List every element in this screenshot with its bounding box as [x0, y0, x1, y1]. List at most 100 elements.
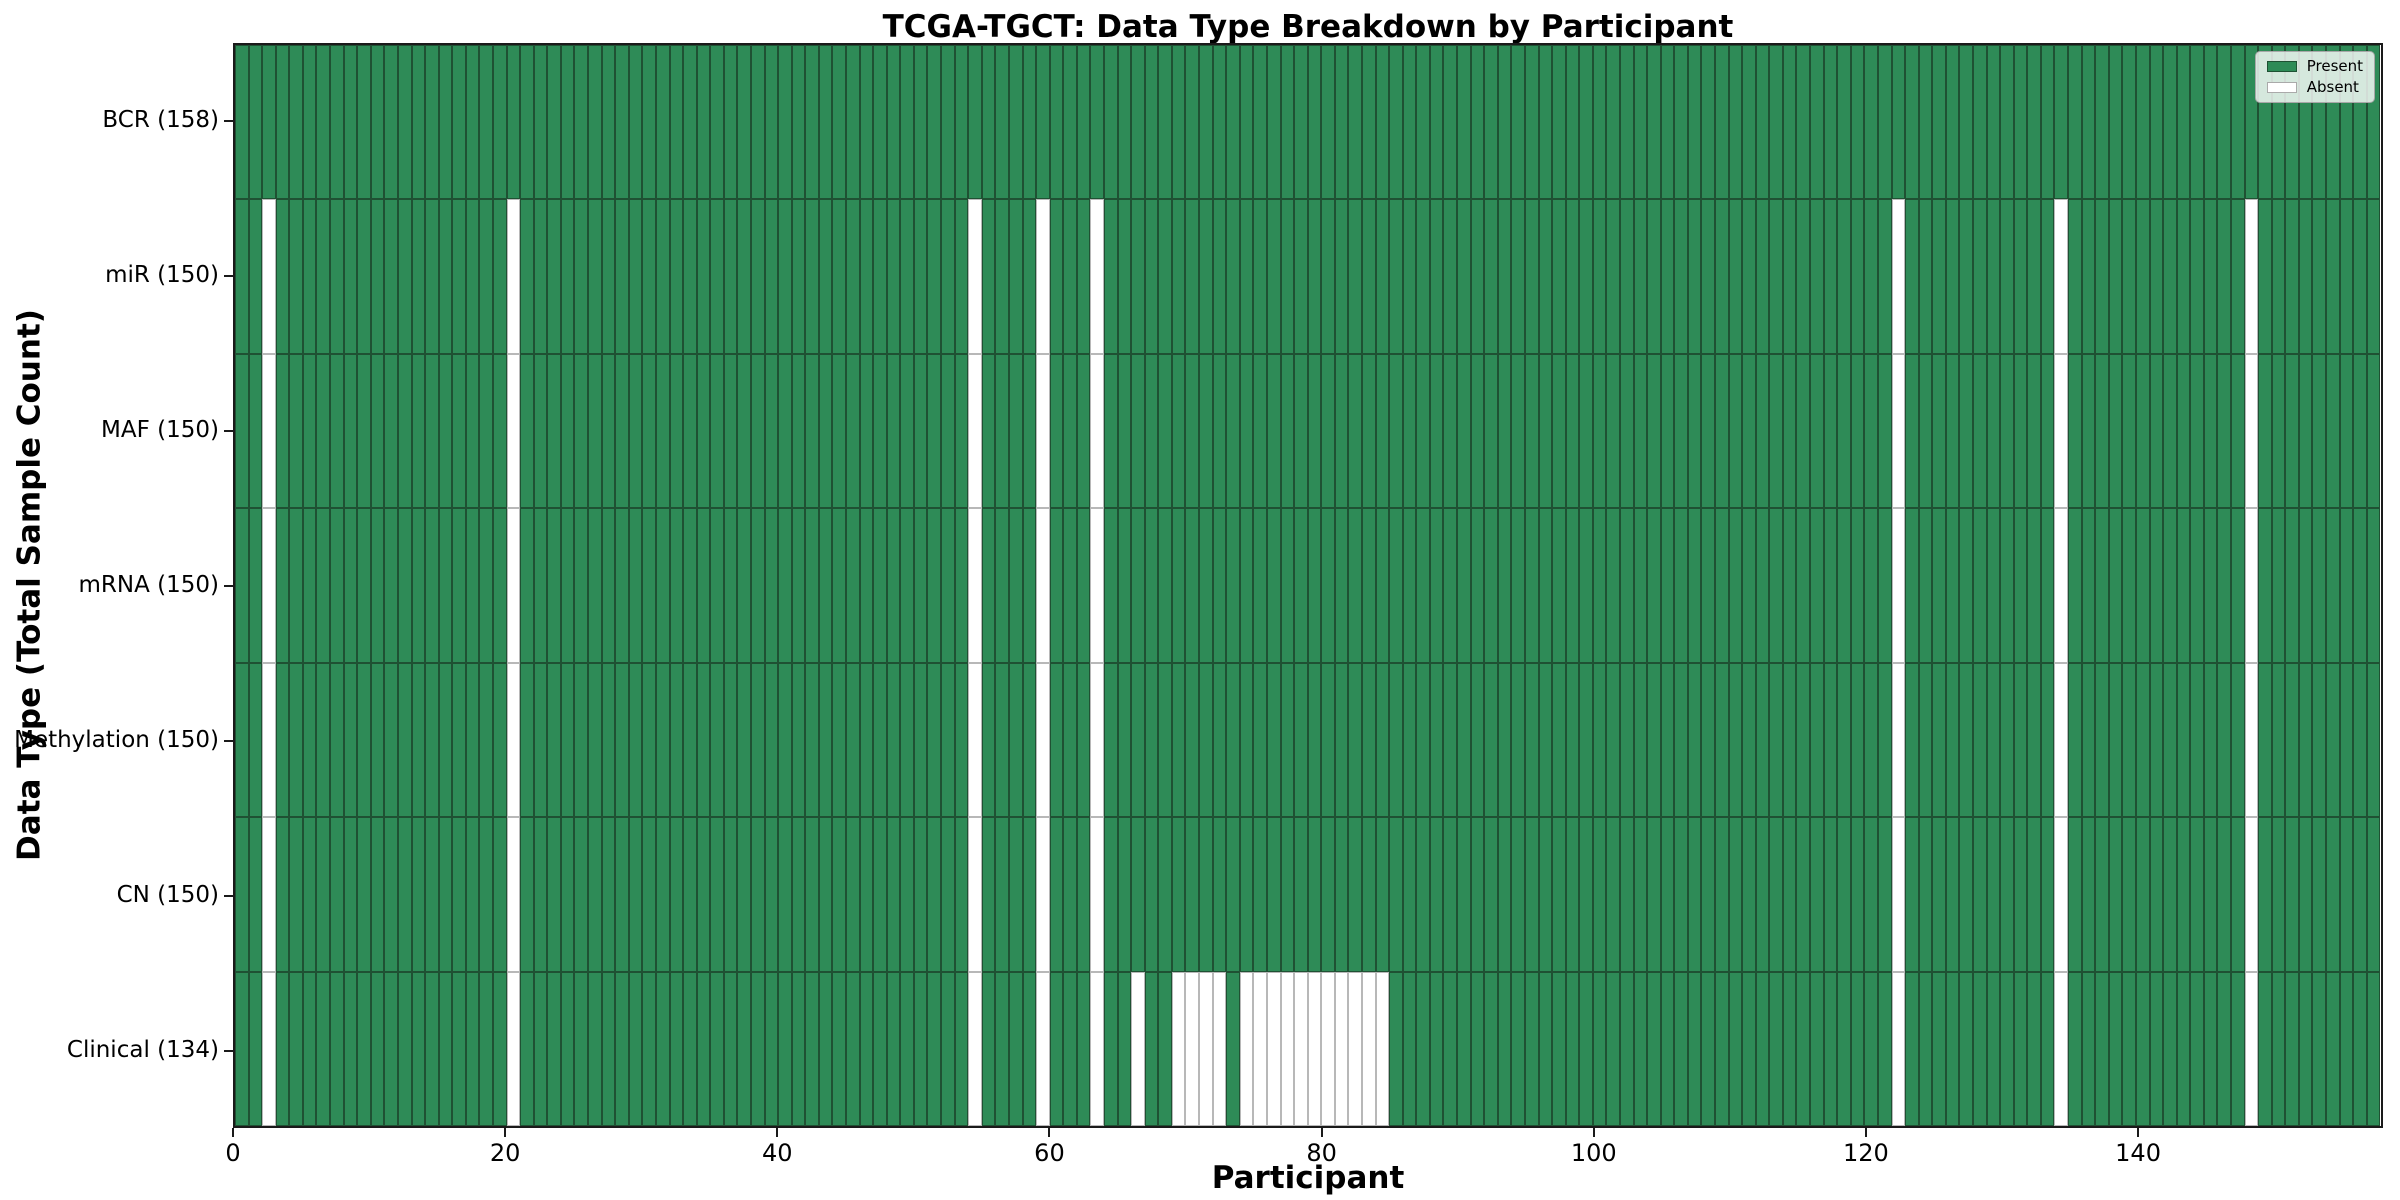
cell-Clinical-140	[2135, 971, 2150, 1126]
cell-Clinical-33	[683, 971, 697, 1126]
cell-BCR-0	[235, 45, 249, 200]
cell-miR-146	[2217, 199, 2231, 354]
cell-BCR-34	[696, 45, 711, 200]
cell-Clinical-130	[2000, 971, 2014, 1126]
cell-Methylation-101	[1606, 662, 1620, 818]
cell-MAF-120	[1864, 353, 1878, 509]
cell-MAF-153	[2312, 353, 2327, 509]
cell-Clinical-30	[642, 971, 656, 1126]
cell-BCR-48	[886, 45, 901, 200]
cell-MAF-70	[1185, 353, 1200, 509]
cell-BCR-35	[710, 45, 724, 200]
cell-miR-16	[452, 199, 466, 354]
cell-Methylation-2	[262, 662, 276, 818]
cell-BCR-108	[1701, 45, 1716, 200]
cell-miR-88	[1429, 199, 1444, 354]
cell-miR-1	[248, 199, 263, 354]
cell-CN-121	[1877, 817, 1892, 972]
cell-CN-156	[2353, 817, 2367, 972]
cell-miR-28	[615, 199, 629, 354]
cell-mRNA-82	[1348, 508, 1362, 663]
cell-BCR-138	[2108, 45, 2123, 200]
cell-Clinical-98	[1565, 971, 1580, 1126]
cell-Clinical-156	[2353, 971, 2367, 1126]
cell-BCR-144	[2190, 45, 2204, 200]
cell-Methylation-105	[1660, 662, 1675, 818]
cell-CN-130	[2000, 817, 2014, 972]
cell-Clinical-128	[1973, 971, 1987, 1126]
cell-mRNA-52	[941, 508, 955, 663]
cell-CN-68	[1158, 817, 1172, 972]
cell-MAF-152	[2298, 353, 2313, 509]
cell-Clinical-93	[1497, 971, 1512, 1126]
cell-Clinical-88	[1429, 971, 1444, 1126]
cell-mRNA-38	[750, 508, 765, 663]
cell-BCR-125	[1932, 45, 1946, 200]
cell-miR-8	[343, 199, 358, 354]
cell-Methylation-123	[1905, 662, 1919, 818]
cell-BCR-124	[1918, 45, 1933, 200]
x-tick-mark-20	[504, 1128, 507, 1137]
cell-mRNA-92	[1484, 508, 1498, 663]
cell-CN-88	[1429, 817, 1444, 972]
cell-CN-14	[425, 817, 439, 972]
cell-mRNA-152	[2298, 508, 2313, 663]
cell-Methylation-106	[1674, 662, 1688, 818]
cell-BCR-87	[1416, 45, 1430, 200]
cell-Clinical-101	[1606, 971, 1620, 1126]
cell-BCR-9	[357, 45, 371, 200]
cell-Methylation-3	[275, 662, 290, 818]
x-tick-label-60: 60	[1034, 1139, 1065, 1167]
cell-Methylation-58	[1022, 662, 1037, 818]
cell-BCR-57	[1008, 45, 1023, 200]
cell-mRNA-54	[968, 508, 982, 663]
cell-CN-109	[1715, 817, 1729, 972]
cell-CN-84	[1375, 817, 1390, 972]
cell-Methylation-109	[1715, 662, 1729, 818]
cell-CN-69	[1171, 817, 1186, 972]
cell-MAF-143	[2176, 353, 2191, 509]
cell-Methylation-143	[2176, 662, 2191, 818]
cell-BCR-91	[1470, 45, 1485, 200]
cell-BCR-22	[533, 45, 548, 200]
cell-mRNA-99	[1579, 508, 1593, 663]
cell-CN-28	[615, 817, 629, 972]
cell-BCR-79	[1307, 45, 1322, 200]
x-tick-label-20: 20	[489, 1139, 521, 1167]
cell-miR-4	[289, 199, 303, 354]
cell-mRNA-78	[1294, 508, 1308, 663]
cell-MAF-133	[2040, 353, 2055, 509]
cell-MAF-69	[1171, 353, 1186, 509]
cell-MAF-6	[316, 353, 331, 509]
cell-Methylation-28	[615, 662, 629, 818]
cell-miR-80	[1321, 199, 1335, 354]
cell-mRNA-24	[560, 508, 575, 663]
cell-Clinical-69	[1171, 971, 1186, 1126]
cell-miR-117	[1823, 199, 1838, 354]
cell-MAF-36	[723, 353, 738, 509]
cell-mRNA-79	[1307, 508, 1322, 663]
cell-Methylation-65	[1117, 662, 1132, 818]
cell-mRNA-62	[1076, 508, 1091, 663]
cell-Clinical-120	[1864, 971, 1878, 1126]
cell-Clinical-18	[479, 971, 493, 1126]
x-tick-label-40: 40	[762, 1139, 793, 1167]
cell-MAF-126	[1945, 353, 1960, 509]
legend-swatch-present	[2266, 61, 2297, 72]
cell-miR-93	[1497, 199, 1512, 354]
cell-MAF-77	[1280, 353, 1295, 509]
cell-Clinical-105	[1660, 971, 1675, 1126]
cell-BCR-16	[452, 45, 466, 200]
cell-Methylation-27	[601, 662, 616, 818]
cell-miR-143	[2176, 199, 2191, 354]
cell-BCR-135	[2068, 45, 2082, 200]
cell-Methylation-7	[330, 662, 344, 818]
cell-MAF-32	[669, 353, 684, 509]
cell-CN-56	[995, 817, 1009, 972]
cell-MAF-20	[506, 353, 521, 509]
cell-BCR-43	[818, 45, 833, 200]
cell-CN-30	[642, 817, 656, 972]
cell-Methylation-31	[655, 662, 670, 818]
cell-Methylation-128	[1973, 662, 1987, 818]
cell-miR-145	[2203, 199, 2218, 354]
